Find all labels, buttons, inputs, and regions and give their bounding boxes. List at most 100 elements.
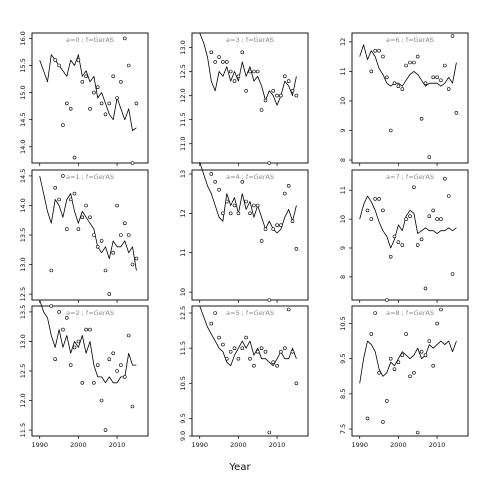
data-point <box>282 191 287 196</box>
y-tick-label: 14.5 <box>19 112 27 126</box>
y-tick-label: 12.0 <box>179 88 187 102</box>
data-point <box>439 78 443 83</box>
panel-frame <box>351 169 469 301</box>
data-point <box>53 357 58 362</box>
data-point <box>252 69 256 74</box>
data-point <box>377 48 381 53</box>
data-point <box>84 74 88 79</box>
x-tick-label: 2000 <box>230 441 247 449</box>
data-point <box>294 381 299 386</box>
y-tick-label: 14.5 <box>19 169 27 183</box>
y-tick-label: 8 <box>339 275 347 279</box>
x-tick-label: 2010 <box>429 441 446 449</box>
data-point <box>225 356 229 361</box>
panel-label: a=1 ; f=GerAS <box>66 173 114 181</box>
panel-a5: 9.0 9.5 10.5 11.5 12.5 1990 2000 2010 a=5 ; f=Ge… <box>179 305 309 449</box>
data-point <box>263 98 268 103</box>
data-point <box>72 155 77 160</box>
data-point <box>252 203 256 208</box>
data-point <box>61 327 65 332</box>
data-point <box>294 93 299 98</box>
y-tick-label: 10.5 <box>339 316 347 330</box>
data-point <box>119 80 123 84</box>
data-point <box>282 346 287 351</box>
data-point <box>255 349 260 354</box>
data-point <box>435 217 439 221</box>
x-tick-label: 2010 <box>109 441 126 449</box>
data-point <box>103 428 108 432</box>
y-tick-label: 13.0 <box>19 334 27 348</box>
panel-grid: 14.0 14.5 15.0 15.5 16.0 a=0 ; f=GerAS 12.5 13.… <box>19 31 469 449</box>
data-point <box>209 321 214 326</box>
data-point <box>68 197 73 202</box>
data-point <box>126 333 131 338</box>
data-point <box>95 363 100 367</box>
panel-frame <box>31 169 149 301</box>
y-tick-label: 12.5 <box>179 64 187 78</box>
panel-frame <box>31 32 149 164</box>
data-point <box>72 345 77 350</box>
data-point <box>431 75 436 80</box>
data-point <box>431 363 436 368</box>
data-point <box>80 380 85 385</box>
data-point <box>244 89 248 93</box>
data-point <box>221 342 225 347</box>
data-point <box>423 286 428 291</box>
panel-label: a=2 ; f=GerAS <box>66 309 114 317</box>
x-tick-label: 1990 <box>31 441 48 449</box>
panel-label: a=7 ; f=GerAS <box>386 173 434 181</box>
data-point <box>439 217 443 221</box>
data-point <box>412 60 416 65</box>
data-point <box>221 211 225 216</box>
x-tick-label: 1990 <box>191 441 208 449</box>
data-point <box>381 54 385 59</box>
data-point <box>419 349 424 354</box>
data-point <box>236 74 241 79</box>
data-point <box>255 203 260 208</box>
data-point <box>365 208 370 213</box>
data-point <box>412 370 416 375</box>
data-point <box>388 128 393 133</box>
data-point <box>232 79 237 83</box>
data-point <box>225 199 229 204</box>
data-point <box>240 180 245 184</box>
data-point <box>123 375 127 379</box>
data-point <box>435 321 439 326</box>
y-tick-label: 10 <box>339 97 347 105</box>
data-point <box>392 367 397 372</box>
y-tick-label: 12.0 <box>19 393 27 407</box>
data-point <box>95 245 100 249</box>
data-point <box>236 356 241 361</box>
panel-frame <box>191 169 309 301</box>
data-point <box>119 363 123 367</box>
data-point <box>275 363 279 368</box>
data-point <box>134 256 139 261</box>
fit-line <box>39 175 137 271</box>
data-point <box>377 370 381 375</box>
y-tick-label: 13.0 <box>19 257 27 271</box>
data-point <box>232 346 237 351</box>
data-point <box>404 63 408 68</box>
data-point <box>388 254 393 259</box>
y-tick-label: 15.0 <box>19 85 27 99</box>
data-point <box>369 217 374 221</box>
data-point <box>228 69 233 74</box>
data-point <box>415 54 420 59</box>
data-point <box>107 357 112 362</box>
x-tick-label: 2000 <box>390 441 407 449</box>
panel-label: a=4 ; f=GerAS <box>226 173 274 181</box>
data-point <box>373 48 378 53</box>
panel-a3: 11.0 11.5 12.0 12.5 13.0 a=3 ; f=GerAS <box>179 32 309 166</box>
data-point <box>80 215 85 220</box>
panel-label: a=0 ; f=GerAS <box>66 36 114 44</box>
panel-a2: 11.5 12.0 12.5 13.0 13.5 1990 2000 2010 a=2 ; f=… <box>19 299 149 449</box>
panel-frame <box>191 305 309 437</box>
data-point <box>228 349 233 354</box>
data-point <box>286 307 291 312</box>
data-point <box>107 101 112 106</box>
data-point <box>271 89 276 93</box>
y-tick-label: 8 <box>339 158 347 162</box>
y-tick-label: 12.5 <box>179 306 187 320</box>
y-tick-label: 13.5 <box>19 305 27 319</box>
